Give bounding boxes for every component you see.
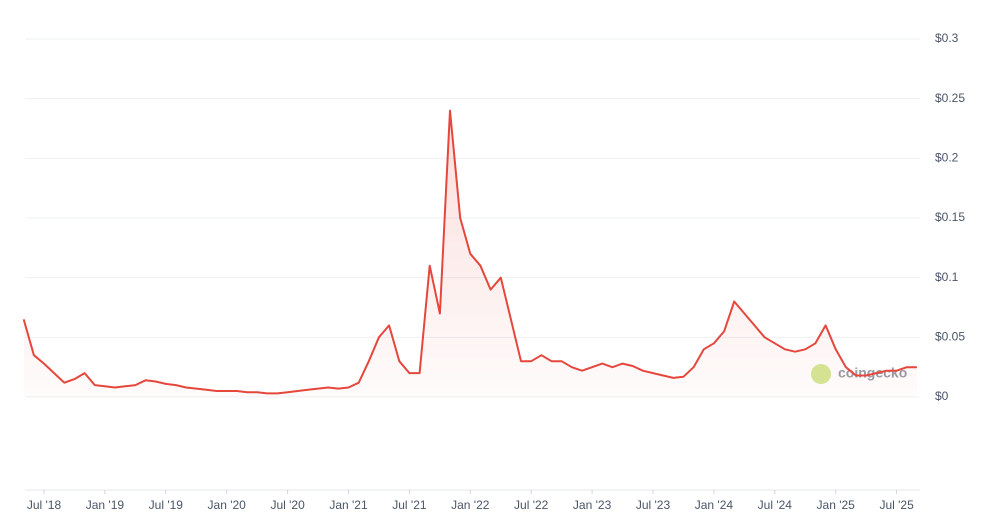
x-tick-label: Jul '19 bbox=[149, 498, 184, 512]
x-tick-label: Jan '23 bbox=[573, 498, 612, 512]
x-tick-label: Jul '23 bbox=[636, 498, 671, 512]
x-tick-label: Jul '18 bbox=[27, 498, 62, 512]
x-tick-label: Jul '22 bbox=[514, 498, 549, 512]
x-tick-label: Jan '20 bbox=[208, 498, 247, 512]
y-tick-label: $0.2 bbox=[935, 151, 959, 165]
y-tick-label: $0.15 bbox=[935, 210, 965, 224]
x-tick-label: Jul '20 bbox=[270, 498, 305, 512]
y-tick-label: $0.05 bbox=[935, 330, 965, 344]
x-tick-label: Jul '25 bbox=[879, 498, 914, 512]
y-tick-label: $0.3 bbox=[935, 31, 959, 45]
y-tick-label: $0.1 bbox=[935, 270, 959, 284]
x-tick-label: Jan '21 bbox=[329, 498, 368, 512]
x-tick-label: Jul '24 bbox=[758, 498, 793, 512]
price-line bbox=[22, 109, 917, 395]
y-tick-label: $0 bbox=[935, 389, 949, 403]
x-tick-label: Jan '25 bbox=[817, 498, 856, 512]
x-tick-label: Jan '19 bbox=[86, 498, 125, 512]
x-tick-label: Jan '24 bbox=[695, 498, 734, 512]
area bbox=[23, 110, 917, 397]
x-tick-label: Jul '21 bbox=[392, 498, 427, 512]
y-tick-label: $0.25 bbox=[935, 91, 965, 105]
x-tick-label: Jan '22 bbox=[451, 498, 490, 512]
